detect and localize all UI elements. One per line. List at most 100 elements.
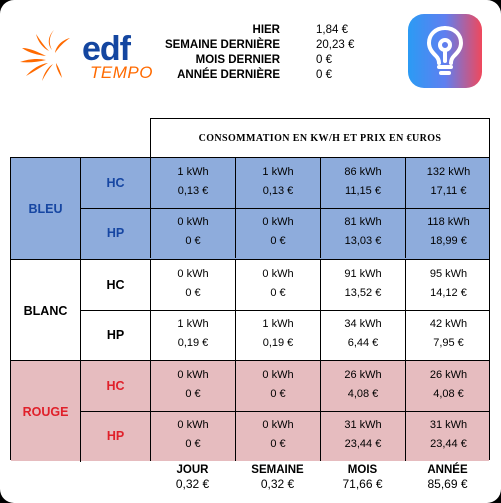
cell-kwh: 132 kWh (426, 166, 471, 178)
cell-kwh: 42 kWh (429, 318, 468, 330)
cell-eur: 0 € (270, 287, 286, 299)
total-week: SEMAINE 0,32 € (235, 464, 320, 491)
cell-kwh: 31 kWh (429, 419, 468, 431)
cell-kwh: 1 kWh (177, 166, 209, 178)
cell-eur: 0 € (185, 235, 201, 247)
table-cell: 118 kWh 18,99 € (406, 208, 491, 258)
summary-row: ANNÉE DERNIÈRE 0 € (150, 69, 370, 84)
cell-kwh: 91 kWh (344, 268, 382, 280)
table-cell: 1 kWh 0,19 € (151, 310, 236, 360)
summary-value: 0 € (316, 69, 332, 81)
cell-eur: 4,08 € (347, 388, 379, 400)
cell-eur: 13,03 € (344, 235, 382, 247)
cell-eur: 11,15 € (345, 185, 381, 197)
cell-eur: 0 € (270, 438, 286, 450)
tariff-label-hp: HP (81, 310, 151, 360)
table-cell: 1 kWh 0,13 € (151, 158, 236, 208)
band-blanc: BLANC HC 0 kWh 0 € 0 kWh 0 € 91 kWh 13,52 € 95 k… (11, 259, 491, 361)
brand-subtitle: TEMPO (90, 63, 153, 82)
tariff-label-hc: HC (81, 260, 151, 310)
total-label: MOIS (347, 464, 378, 476)
cell-eur: 13,52 € (344, 287, 382, 299)
cell-eur: 0 € (185, 388, 201, 400)
cell-kwh: 31 kWh (344, 419, 382, 431)
tariff-label-hp: HP (81, 208, 151, 258)
table-cell: 34 kWh 6,44 € (321, 310, 406, 360)
cell-eur: 0 € (270, 235, 286, 247)
cell-kwh: 26 kWh (429, 369, 468, 381)
total-value: 85,69 € (427, 477, 468, 491)
edf-tempo-logo: edf TEMPO (18, 24, 153, 84)
cell-kwh: 26 kWh (344, 369, 382, 381)
table-cell: 26 kWh 4,08 € (406, 361, 491, 411)
cell-kwh: 95 kWh (429, 268, 468, 280)
summary-label: MOIS DERNIER (195, 54, 280, 66)
cell-kwh: 0 kWh (262, 419, 294, 431)
band-label: BLANC (11, 260, 81, 361)
table-cell: 31 kWh 23,44 € (406, 411, 491, 461)
cell-kwh: 1 kWh (177, 318, 209, 330)
summary-value: 0 € (316, 54, 332, 66)
cell-eur: 23,44 € (344, 438, 382, 450)
total-value: 0,32 € (260, 477, 295, 491)
table-cell: 31 kWh 23,44 € (321, 411, 406, 461)
total-value: 71,66 € (342, 477, 383, 491)
cell-kwh: 0 kWh (262, 216, 294, 228)
table-cell: 0 kWh 0 € (151, 260, 236, 310)
tariff-label-hc: HC (81, 158, 151, 208)
tariff-label-hp: HP (81, 411, 151, 461)
cell-kwh: 86 kWh (344, 166, 382, 178)
cell-kwh: 0 kWh (262, 369, 294, 381)
table-cell: 0 kWh 0 € (151, 208, 236, 258)
lightbulb-app-icon (426, 26, 464, 75)
cell-kwh: 34 kWh (344, 318, 382, 330)
table-cell: 0 kWh 0 € (236, 260, 321, 310)
band-label: BLEU (11, 158, 81, 259)
table-cell: 1 kWh 0,13 € (236, 158, 321, 208)
summary-block: HIER 1,84 € SEMAINE DERNIÈRE 20,23 € MOI… (150, 24, 370, 84)
cell-eur: 0 € (270, 388, 286, 400)
band-label: ROUGE (11, 361, 81, 462)
summary-label: SEMAINE DERNIÈRE (164, 39, 280, 51)
cell-eur: 4,08 € (433, 388, 464, 400)
app-icon-button[interactable] (408, 14, 482, 88)
cell-eur: 0 € (185, 287, 201, 299)
cell-kwh: 0 kWh (177, 369, 209, 381)
total-value: 0,32 € (175, 477, 210, 491)
cell-kwh: 1 kWh (262, 166, 294, 178)
cell-eur: 17,11 € (430, 185, 467, 197)
band-rouge: ROUGE HC 0 kWh 0 €0 kWh 0 €26 kWh 4,08 €26 kW… (11, 360, 491, 462)
cell-kwh: 0 kWh (177, 268, 209, 280)
cell-kwh: 118 kWh (427, 216, 470, 228)
table-cell: 81 kWh 13,03 € (321, 208, 406, 258)
summary-row: SEMAINE DERNIÈRE 20,23 € (150, 39, 370, 54)
total-label: ANNÉE (427, 464, 468, 476)
row-divider (81, 310, 489, 311)
total-year: ANNÉE 85,69 € (405, 464, 490, 491)
table-cell: 26 kWh 4,08 € (321, 361, 406, 411)
cell-eur: 0,19 € (177, 337, 209, 349)
cell-eur: 0 € (185, 438, 201, 450)
summary-value: 1,84 € (316, 24, 348, 36)
table-cell: 0 kWh 0 € (151, 411, 236, 461)
table-cell: 1 kWh 0,19 € (236, 310, 321, 360)
band-bleu: BLEU HC 1 kWh 0,13 € 1 kWh 0,13 € 86 kWh 11,15 … (11, 158, 489, 259)
total-label: JOUR (176, 464, 209, 476)
cell-kwh: 81 kWh (344, 216, 382, 228)
table-cell: 0 kWh 0 € (236, 208, 321, 258)
edf-sun-logo-icon (20, 30, 70, 81)
cell-eur: 18,99 € (430, 235, 467, 247)
row-divider (81, 411, 489, 412)
cell-eur: 6,44 € (347, 337, 379, 349)
cell-kwh: 0 kWh (262, 268, 294, 280)
table-cell: 91 kWh 13,52 € (321, 260, 406, 310)
cell-eur: 0,19 € (262, 337, 294, 349)
row-divider (81, 208, 489, 209)
table-cell: 132 kWh 17,11 € (406, 158, 491, 208)
total-day: JOUR 0,32 € (150, 464, 235, 491)
cell-kwh: 0 kWh (177, 216, 209, 228)
tariff-label-hc: HC (81, 361, 151, 411)
cell-eur: 0,13 € (177, 185, 209, 197)
table-cell: 95 kWh 14,12 € (406, 260, 491, 310)
